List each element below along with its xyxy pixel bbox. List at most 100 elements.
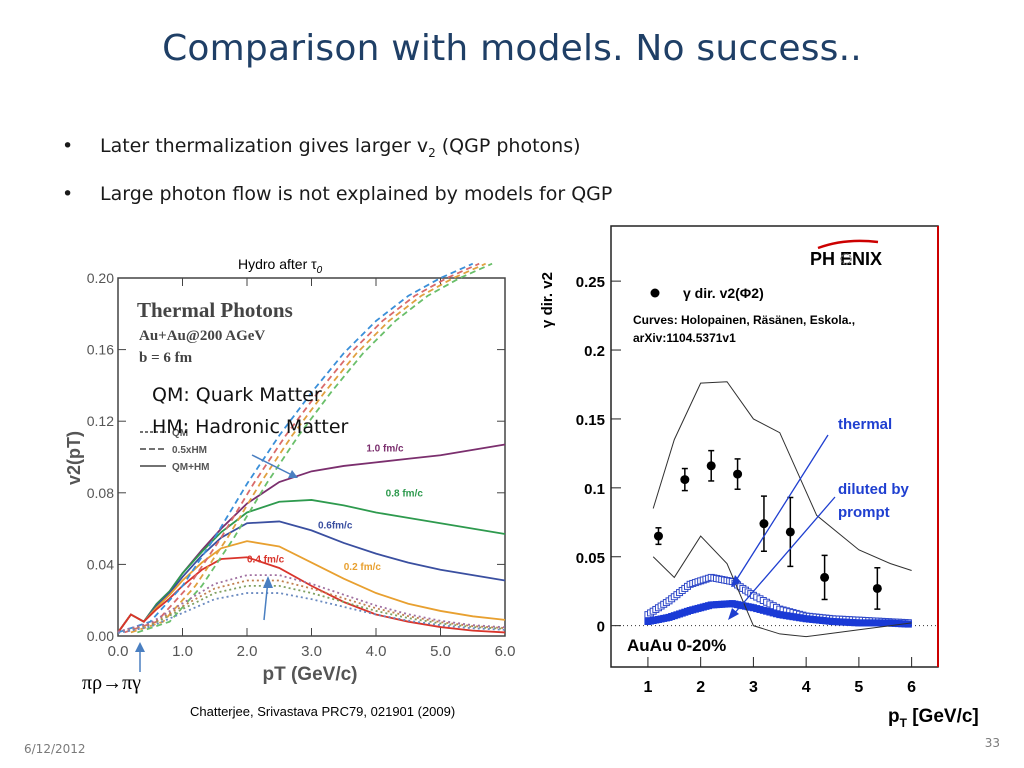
plot-title-impact: b = 6 fm (139, 350, 193, 366)
bullet-item: Later thermalization gives larger v2 (QG… (62, 135, 612, 160)
plot-title-thermal: Thermal Photons (137, 298, 293, 322)
left-series-line (117, 579, 506, 633)
slide-title: Comparison with models. No success.. (162, 28, 862, 69)
left-series-line (117, 592, 506, 634)
right-x-tick-label: 4 (802, 679, 811, 696)
left-y-tick-label: 0.20 (87, 270, 114, 286)
right-y-axis-label: γ dir. v2 (539, 272, 556, 328)
right-data-point (653, 531, 663, 541)
right-x-tick-label: 5 (854, 679, 863, 696)
right-xlabel: pT [GeV/c] (888, 706, 979, 730)
left-legend-label: 0.5xHM (172, 445, 207, 456)
right-plot-frame (610, 225, 939, 668)
legend-overlay-hm: HM: Hadronic Matter (152, 416, 349, 438)
thermal-arrow (734, 434, 829, 583)
right-data-point (759, 519, 769, 529)
phenix-logo-burst (840, 253, 852, 265)
label-thermal: thermal (838, 416, 893, 433)
bullet-text: Later thermalization gives larger v (100, 135, 429, 157)
hydro-caption-text: Hydro after τ (238, 256, 317, 272)
left-legend-label: QM (172, 428, 188, 439)
label-diluted-2: prompt (838, 504, 890, 521)
left-y-tick-label: 0.00 (87, 628, 114, 644)
right-xlabel-p: p (888, 706, 900, 727)
bullet-list: Later thermalization gives larger v2 (QG… (62, 135, 612, 231)
left-series-line (117, 262, 474, 634)
hydro-caption-sub: 0 (316, 264, 323, 276)
left-series-line (124, 262, 480, 634)
process-annotation: πρ→πγ (82, 672, 142, 694)
arrow-head (135, 642, 145, 652)
right-y-tick-label: 0.25 (576, 274, 605, 291)
left-y-tick-label: 0.08 (87, 485, 114, 501)
label-system: AuAu 0-20% (627, 636, 727, 655)
phenix-logo-swoosh (817, 239, 879, 250)
left-x-tick-label: 0.0 (108, 643, 129, 660)
bullet-subscript: 2 (428, 145, 436, 160)
left-x-tick-label: 3.0 (301, 643, 322, 660)
curves-note-1: Curves: Holopainen, Räsänen, Eskola., (633, 313, 856, 327)
left-y-tick-label: 0.12 (87, 413, 114, 429)
left-x-axis-label: pT (GeV/c) (262, 664, 357, 685)
left-x-tick-label: 6.0 (495, 643, 516, 660)
left-series-line (130, 262, 487, 634)
left-series-line (117, 556, 506, 634)
left-curve-label: 0.8 fm/c (386, 488, 424, 499)
hydro-caption: Hydro after τ0 (238, 256, 322, 276)
diluted-arrow (732, 496, 836, 616)
left-series-line (117, 584, 506, 634)
left-curve-label: 0.2 fm/c (344, 562, 382, 573)
thermal-arrow-head (731, 575, 741, 587)
right-x-tick-label: 2 (696, 679, 705, 696)
right-data-point (680, 475, 690, 485)
left-series-line (137, 262, 493, 634)
citation: Chatterjee, Srivastava PRC79, 021901 (20… (190, 704, 456, 719)
left-series-line (117, 574, 506, 633)
right-y-tick-label: 0.05 (576, 550, 605, 567)
bullet-item: Large photon flow is not explained by mo… (62, 183, 612, 207)
right-x-tick-label: 6 (907, 679, 916, 696)
right-legend-label: γ dir. v2(Φ2) (683, 285, 764, 301)
arrow-head (288, 470, 298, 478)
right-envelope-line (652, 381, 912, 572)
left-x-tick-label: 1.0 (172, 643, 193, 660)
plot-title-system: Au+Au@200 AGeV (139, 328, 266, 344)
label-diluted-1: diluted by (838, 481, 909, 498)
left-chart: 0.00 0.04 0.08 0.12 0.16 0.20 0.0 1.0 2.0 3.0 4.0 5… (64, 262, 516, 685)
left-y-axis-label: v2(pT) (64, 431, 84, 485)
phenix-logo-text: PH ENIX (810, 249, 882, 269)
left-curve-label: 0.4 fm/c (247, 555, 285, 566)
page-number: 33 (984, 736, 1000, 750)
right-xlabel-sub: T (899, 715, 907, 730)
right-data-point (785, 527, 795, 537)
right-data-point (733, 469, 743, 479)
arrow-head (263, 576, 273, 588)
arrow-line (251, 454, 297, 478)
bullet-text-after: (QGP photons) (435, 135, 581, 157)
left-legend-label: QM+HM (172, 462, 210, 473)
left-curve-label: 1.0 fm/c (366, 444, 404, 455)
right-y-tick-label: 0.1 (584, 481, 605, 498)
left-curve-label: 0.6fm/c (318, 521, 353, 532)
left-x-tick-label: 5.0 (430, 643, 451, 660)
right-x-tick-label: 3 (749, 679, 758, 696)
legend-overlay-qm: QM: Quark Matter (152, 384, 322, 406)
right-data-point (706, 461, 716, 471)
left-x-tick-label: 2.0 (237, 643, 258, 660)
left-x-tick-label: 4.0 (366, 643, 387, 660)
left-y-tick-label: 0.16 (87, 342, 114, 358)
right-data-point (872, 583, 882, 593)
right-legend-marker (650, 288, 660, 298)
right-envelope-line (652, 535, 912, 638)
footer-date: 6/12/2012 (24, 742, 86, 756)
left-y-tick-label: 0.04 (87, 556, 114, 572)
diluted-arrow-head (728, 608, 739, 620)
right-data-point (820, 572, 830, 582)
right-x-tick-label: 1 (643, 679, 652, 696)
right-y-tick-label: 0.15 (576, 412, 605, 429)
bullet-text: Large photon flow is not explained by mo… (100, 183, 613, 205)
right-y-tick-label: 0.2 (584, 343, 605, 360)
right-chart: 0 0.05 0.1 0.15 0.2 0.25 1 2 3 4 5 6 γ dir. v2 γ dir.… (539, 225, 939, 696)
right-xlabel-unit: [GeV/c] (906, 706, 979, 727)
